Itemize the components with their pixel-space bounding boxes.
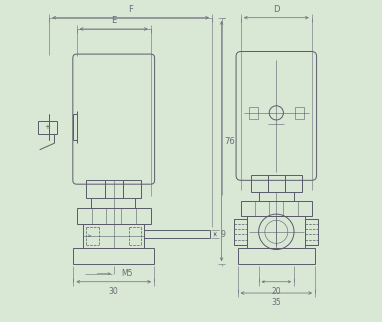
Bar: [251, 175, 268, 192]
Text: F: F: [128, 5, 133, 14]
Bar: [249, 107, 258, 119]
Bar: [73, 248, 154, 264]
Bar: [285, 175, 302, 192]
Bar: [305, 219, 318, 245]
Text: 35: 35: [272, 298, 281, 307]
Text: M5: M5: [121, 269, 132, 278]
Bar: [86, 180, 105, 198]
Bar: [268, 175, 285, 192]
Bar: [105, 180, 123, 198]
Text: 20: 20: [272, 287, 281, 296]
Bar: [238, 248, 315, 264]
Text: +: +: [45, 124, 51, 130]
Text: 76: 76: [224, 137, 235, 146]
Bar: [123, 180, 141, 198]
Bar: [295, 107, 304, 119]
Bar: [77, 208, 151, 224]
Text: D: D: [273, 5, 280, 14]
Bar: [38, 121, 57, 134]
Text: E: E: [111, 16, 117, 25]
Text: 9: 9: [221, 230, 226, 239]
Bar: [235, 219, 248, 245]
Bar: [241, 201, 312, 216]
Text: 30: 30: [109, 287, 118, 296]
Bar: [248, 216, 305, 248]
Bar: [83, 224, 144, 248]
